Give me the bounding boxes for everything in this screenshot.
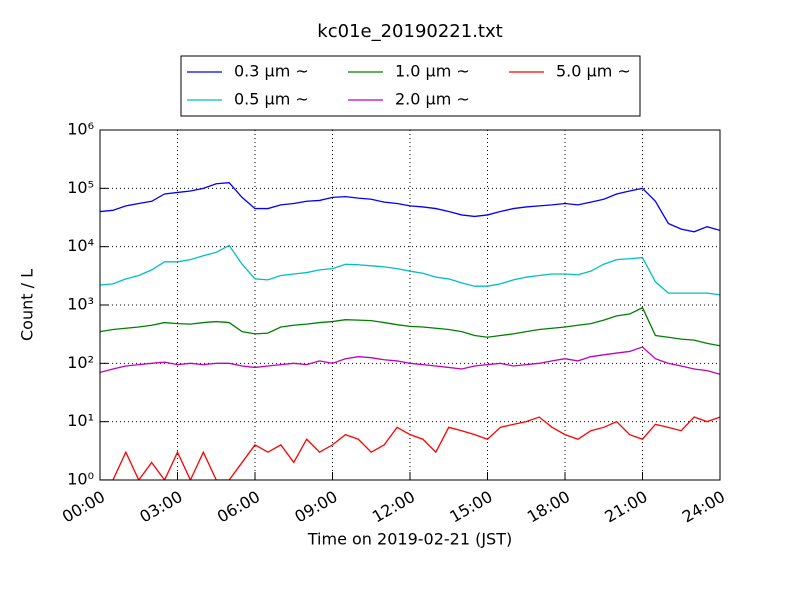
legend-label: 5.0 μm ~ [556,62,631,81]
chart-title: kc01e_20190221.txt [317,21,502,42]
y-axis-label: Count / L [18,269,37,341]
y-tick-label: 10⁴ [67,236,94,255]
legend-label: 0.3 μm ~ [234,62,309,81]
series-line [100,182,720,233]
legend-label: 0.5 μm ~ [234,90,309,109]
y-tick-label: 10¹ [67,411,94,430]
legend-label: 2.0 μm ~ [395,90,470,109]
legend [180,55,641,117]
legend-entries: 0.3 μm ~ 0.5 μm ~ 1.0 μm ~ 2.0 μm ~ 5.0 μm ~ [187,62,631,109]
y-tick-label: 10⁵ [67,178,94,197]
series-line [100,346,720,375]
series-line [100,306,720,347]
series-line [100,244,720,296]
plot-lines [100,182,720,480]
y-tick-label: 10⁶ [67,120,94,139]
series-line [100,416,720,480]
legend-label: 1.0 μm ~ [395,62,470,81]
y-tick-label: 10³ [67,295,94,314]
y-tick-label: 10² [67,353,94,372]
x-axis-label: Time on 2019-02-21 (JST) [307,530,512,549]
y-tick-label: 10⁰ [67,470,94,489]
